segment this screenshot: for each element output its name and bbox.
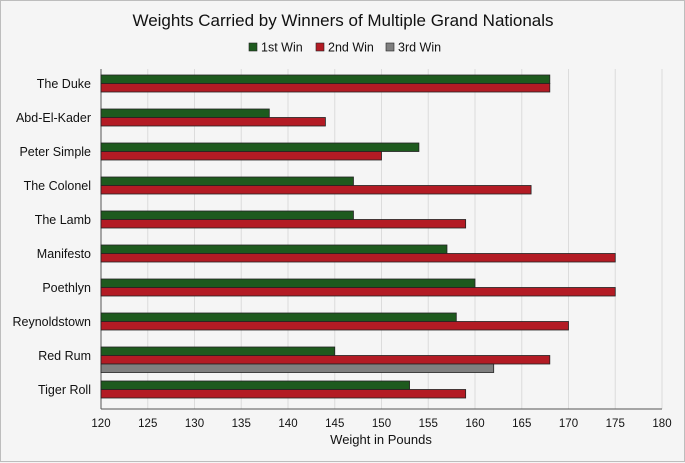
bar-the-colonel-1st-win	[100, 176, 354, 186]
bar-the-duke-1st-win	[100, 74, 551, 84]
bar-the-duke-2nd-win	[100, 83, 551, 93]
legend-label-3rd-win: 3rd Win	[398, 41, 441, 55]
category-label-poethlyn: Poethlyn	[42, 281, 91, 295]
category-label-the-duke: The Duke	[37, 77, 91, 91]
bar-poethlyn-1st-win	[100, 278, 476, 288]
x-tick-label: 140	[278, 418, 297, 430]
bar-manifesto-2nd-win	[100, 253, 616, 263]
category-label-manifesto: Manifesto	[37, 247, 91, 261]
legend-swatch-1st-win	[248, 42, 258, 52]
category-label-peter-simple: Peter Simple	[19, 145, 91, 159]
bar-tiger-roll-2nd-win	[100, 389, 467, 399]
category-label-the-lamb: The Lamb	[35, 213, 91, 227]
x-tick-label: 170	[559, 418, 578, 430]
bar-red-rum-2nd-win	[100, 355, 551, 365]
bar-red-rum-1st-win	[100, 346, 336, 356]
category-labels: The Duke Abd-El-Kader Peter Simple The Colo…	[12, 77, 91, 397]
bar-reynoldstown-2nd-win	[100, 321, 569, 331]
legend-swatch-3rd-win	[385, 42, 395, 52]
bars	[100, 74, 616, 399]
x-tick-label: 150	[372, 418, 391, 430]
x-tick-label: 180	[652, 418, 671, 430]
x-tick-label: 165	[512, 418, 531, 430]
bar-the-colonel-2nd-win	[100, 185, 532, 195]
x-tick-label: 145	[325, 418, 344, 430]
category-label-tiger-roll: Tiger Roll	[38, 383, 91, 397]
x-tick-label: 155	[419, 418, 438, 430]
bar-abd-el-kader-1st-win	[100, 108, 270, 118]
bar-manifesto-1st-win	[100, 244, 448, 254]
legend: 1st Win 2nd Win 3rd Win	[248, 41, 441, 55]
grid-lines	[100, 69, 663, 410]
category-label-the-colonel: The Colonel	[24, 179, 91, 193]
legend-swatch-2nd-win	[315, 42, 325, 52]
x-tick-label: 120	[91, 418, 110, 430]
x-tick-label: 130	[185, 418, 204, 430]
bar-reynoldstown-1st-win	[100, 312, 457, 322]
x-tick-label: 175	[606, 418, 625, 430]
x-tick-label: 135	[232, 418, 251, 430]
category-label-abd-el-kader: Abd-El-Kader	[16, 111, 91, 125]
x-axis-ticks: 120 125 130 135 140 145 150 155 160 165 170 175 180	[91, 418, 671, 430]
legend-label-1st-win: 1st Win	[261, 41, 303, 55]
bar-the-lamb-2nd-win	[100, 219, 467, 229]
x-tick-label: 125	[138, 418, 157, 430]
bar-peter-simple-1st-win	[100, 142, 420, 152]
bar-abd-el-kader-2nd-win	[100, 117, 326, 127]
category-label-red-rum: Red Rum	[38, 349, 91, 363]
legend-label-2nd-win: 2nd Win	[328, 41, 374, 55]
x-tick-label: 160	[465, 418, 484, 430]
x-axis-title: Weight in Pounds	[330, 432, 432, 447]
bar-peter-simple-2nd-win	[100, 151, 382, 161]
bar-tiger-roll-1st-win	[100, 380, 410, 390]
bar-the-lamb-1st-win	[100, 210, 354, 220]
chart-title: Weights Carried by Winners of Multiple G…	[132, 11, 553, 30]
bar-red-rum-3rd-win	[100, 363, 495, 373]
bar-poethlyn-2nd-win	[100, 287, 616, 297]
category-label-reynoldstown: Reynoldstown	[12, 315, 91, 329]
